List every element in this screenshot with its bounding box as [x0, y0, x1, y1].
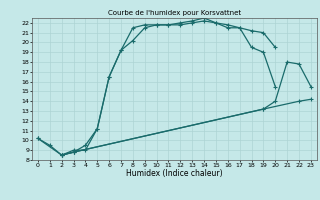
- X-axis label: Humidex (Indice chaleur): Humidex (Indice chaleur): [126, 169, 223, 178]
- Title: Courbe de l'humidex pour Korsvattnet: Courbe de l'humidex pour Korsvattnet: [108, 10, 241, 16]
